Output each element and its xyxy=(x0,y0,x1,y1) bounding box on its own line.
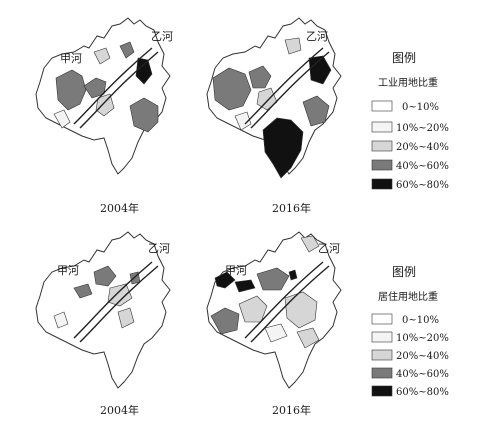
zone xyxy=(135,57,153,85)
zone xyxy=(83,77,107,99)
legend-heading: 图例 xyxy=(392,265,416,279)
legend-title: 工业用地比重 xyxy=(378,76,438,89)
legend-item: 20%~40% xyxy=(396,142,449,153)
river-label-jia: 甲河 xyxy=(57,264,79,277)
river-label-yi: 乙河 xyxy=(151,30,173,43)
legend-item: 40%~60% xyxy=(396,369,449,380)
legend-swatch xyxy=(371,385,393,397)
zone xyxy=(300,235,320,253)
map-industrial-2004 xyxy=(35,17,171,175)
legend-title: 居住用地比重 xyxy=(378,290,438,303)
year-caption: 2004年 xyxy=(100,403,139,417)
zone xyxy=(93,265,117,287)
legend-item: 40%~60% xyxy=(396,161,449,172)
legend-swatch xyxy=(371,331,393,343)
zone xyxy=(107,283,133,307)
river xyxy=(79,51,159,129)
map-residential-2004 xyxy=(35,231,171,389)
legend-swatch xyxy=(371,100,393,112)
legend-swatch xyxy=(371,121,393,133)
zone xyxy=(117,307,135,329)
zone xyxy=(93,47,111,65)
zone xyxy=(256,267,290,291)
zone xyxy=(95,93,115,117)
legend-item: 10%~20% xyxy=(396,333,449,344)
river xyxy=(79,265,159,343)
zone xyxy=(210,307,240,335)
zone xyxy=(212,67,252,111)
zone xyxy=(262,117,304,179)
river xyxy=(73,47,153,125)
map-residential-2016 xyxy=(206,231,342,389)
zone xyxy=(264,323,288,343)
zone xyxy=(234,279,256,293)
zone xyxy=(288,269,298,281)
legend-item: 0~10% xyxy=(402,102,439,113)
zone xyxy=(248,65,272,89)
zone xyxy=(308,55,332,85)
river-label-jia: 甲河 xyxy=(60,52,82,65)
year-caption: 2004年 xyxy=(100,201,139,215)
legend-swatch xyxy=(371,178,393,190)
zone xyxy=(284,291,318,329)
river xyxy=(244,261,324,339)
year-caption: 2016年 xyxy=(272,403,311,417)
region-outline xyxy=(35,231,171,389)
river-label-yi: 乙河 xyxy=(318,242,340,255)
zone xyxy=(53,311,69,329)
zone xyxy=(73,283,93,299)
river-label-jia: 甲河 xyxy=(225,264,247,277)
zone xyxy=(234,111,252,131)
legend-swatch xyxy=(371,313,393,325)
river xyxy=(250,51,330,129)
legend-swatch xyxy=(371,159,393,171)
river xyxy=(73,261,153,339)
zone xyxy=(55,69,87,111)
legend-item: 60%~80% xyxy=(396,180,449,191)
region-outline xyxy=(35,17,171,175)
map-industrial-2016 xyxy=(206,17,342,179)
legend-swatch xyxy=(371,349,393,361)
river xyxy=(250,265,330,343)
zone xyxy=(238,295,268,323)
legend-item: 60%~80% xyxy=(396,387,449,398)
zone xyxy=(53,109,71,129)
legend-item: 0~10% xyxy=(402,315,439,326)
zone xyxy=(214,271,236,289)
zone xyxy=(129,97,159,133)
zone xyxy=(296,327,320,349)
legend-swatch xyxy=(371,367,393,379)
year-caption: 2016年 xyxy=(272,201,311,215)
legend-item: 20%~40% xyxy=(396,351,449,362)
legend-industrial: 图例 工业用地比重 0~10% 10%~20% 20%~40% 40%~60% … xyxy=(371,51,449,191)
river-label-yi: 乙河 xyxy=(148,242,170,255)
zone xyxy=(119,41,135,59)
zone xyxy=(302,95,330,127)
legend-swatch xyxy=(371,140,393,152)
legend-residential: 图例 居住用地比重 0~10% 10%~20% 20%~40% 40%~60% … xyxy=(371,265,449,398)
river-label-yi: 乙河 xyxy=(306,30,328,43)
zone xyxy=(284,37,302,55)
legend-heading: 图例 xyxy=(392,51,416,65)
legend-item: 10%~20% xyxy=(396,123,449,134)
river xyxy=(244,47,324,125)
